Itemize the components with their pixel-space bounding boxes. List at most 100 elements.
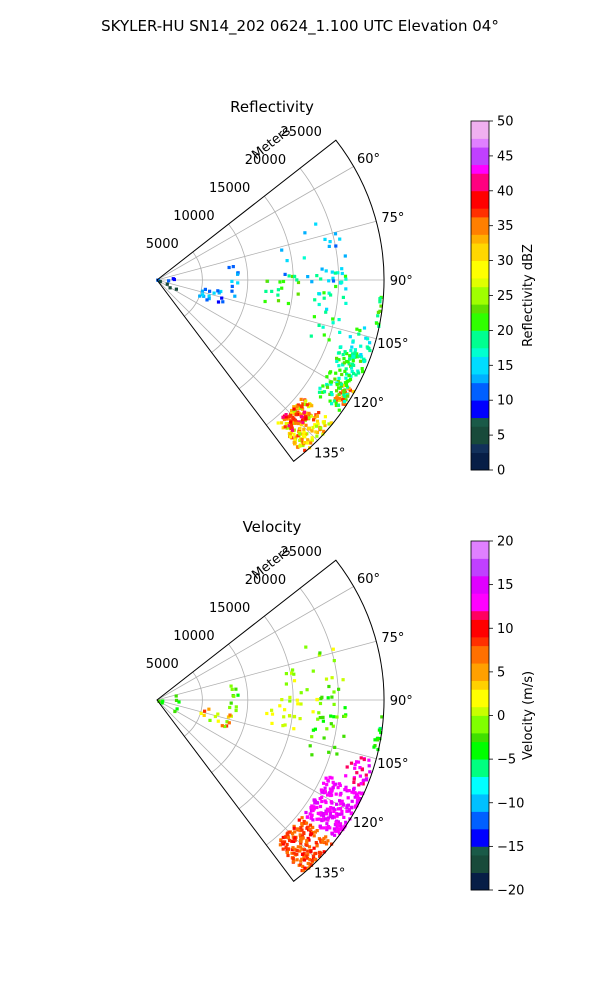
echo-gate bbox=[343, 369, 347, 373]
echo-gate bbox=[354, 373, 358, 377]
echo-gate bbox=[292, 405, 296, 409]
echo-gate bbox=[298, 717, 302, 721]
echo-gate bbox=[338, 330, 342, 334]
echo-gate bbox=[355, 801, 359, 805]
echo-gate bbox=[317, 323, 321, 327]
echo-gate bbox=[296, 403, 300, 407]
echo-gate bbox=[207, 297, 211, 301]
echo-gate bbox=[295, 852, 299, 856]
echo-gate bbox=[338, 822, 343, 826]
echo-gate bbox=[298, 833, 302, 837]
echo-gate bbox=[287, 424, 291, 428]
colorbar-swatch bbox=[471, 426, 489, 436]
colorbar-swatch bbox=[471, 417, 489, 427]
echo-gate bbox=[172, 277, 176, 282]
azimuth-tick-label: 105° bbox=[377, 757, 408, 772]
echo-gate bbox=[309, 815, 314, 819]
echo-gate bbox=[303, 231, 307, 235]
azimuth-tick-label: 135° bbox=[314, 447, 345, 462]
echo-gate bbox=[291, 846, 295, 850]
echo-gate bbox=[290, 408, 294, 413]
echo-gate bbox=[295, 858, 299, 862]
echo-gate bbox=[318, 854, 322, 858]
echo-gate bbox=[304, 399, 308, 403]
echo-gate bbox=[362, 359, 366, 364]
colorbar-swatch bbox=[471, 365, 489, 375]
echo-gate bbox=[357, 791, 362, 795]
echo-gate bbox=[290, 839, 294, 843]
echo-gate bbox=[332, 702, 336, 706]
echo-gate bbox=[337, 398, 341, 402]
echo-gate bbox=[334, 792, 338, 796]
echo-gate bbox=[309, 439, 313, 443]
echo-gate bbox=[296, 412, 300, 416]
echo-gate bbox=[311, 854, 315, 858]
echo-gate bbox=[323, 790, 327, 794]
echo-gate bbox=[301, 443, 305, 448]
colorbar-swatch bbox=[471, 855, 489, 865]
echo-gate bbox=[207, 707, 211, 711]
echo-gate bbox=[281, 835, 285, 840]
echo-gate bbox=[296, 280, 301, 285]
colorbar-swatch bbox=[471, 330, 489, 340]
colorbar-tick-label: −15 bbox=[497, 840, 524, 855]
echo-gate bbox=[276, 288, 280, 292]
echo-gate bbox=[307, 411, 311, 415]
echo-gate bbox=[315, 419, 320, 423]
echo-gate bbox=[284, 682, 288, 686]
echo-gate bbox=[347, 374, 351, 378]
colorbar-swatch bbox=[471, 663, 489, 673]
echo-gate bbox=[329, 421, 333, 425]
echo-gate bbox=[322, 836, 326, 841]
colorbar-tick-label: −5 bbox=[497, 753, 516, 768]
echo-gate bbox=[307, 416, 311, 420]
echo-gate bbox=[213, 714, 217, 719]
echo-gate bbox=[322, 421, 326, 425]
echo-gate bbox=[220, 296, 224, 300]
echo-gate bbox=[310, 438, 314, 442]
colorbar-swatch bbox=[471, 173, 489, 183]
echo-gate bbox=[311, 728, 315, 732]
echo-gate bbox=[343, 274, 348, 278]
echo-gate bbox=[225, 724, 229, 728]
echo-gate bbox=[341, 353, 345, 357]
echo-gate bbox=[332, 690, 336, 694]
echo-gate bbox=[229, 701, 233, 705]
echo-gate bbox=[292, 432, 296, 436]
echo-gate bbox=[315, 414, 319, 418]
range-tick-label: 15000 bbox=[209, 601, 250, 616]
echo-gate bbox=[306, 825, 310, 829]
echo-gate bbox=[311, 710, 315, 714]
echo-gate bbox=[347, 362, 351, 366]
echo-gate bbox=[304, 854, 308, 858]
echo-gate bbox=[366, 346, 370, 350]
echo-gate bbox=[350, 345, 354, 349]
colorbar-swatch bbox=[471, 312, 489, 323]
colorbar-swatch bbox=[471, 452, 489, 462]
echo-gate bbox=[322, 781, 326, 785]
echo-gate bbox=[335, 389, 339, 393]
echo-gate bbox=[361, 370, 365, 374]
echo-gate bbox=[326, 778, 330, 782]
echo-gate bbox=[376, 747, 380, 752]
echo-gate bbox=[299, 423, 303, 427]
echo-gate bbox=[286, 301, 290, 306]
echo-gate bbox=[290, 274, 294, 279]
echo-gate bbox=[289, 435, 293, 439]
echo-gate bbox=[333, 271, 337, 275]
echo-gate bbox=[340, 280, 344, 284]
echo-gate bbox=[317, 411, 321, 415]
echo-gate bbox=[310, 858, 314, 863]
echo-gate bbox=[320, 795, 324, 799]
echo-gate bbox=[349, 366, 354, 370]
echo-gate bbox=[343, 824, 347, 828]
colorbar-swatch bbox=[471, 698, 489, 708]
echo-gate bbox=[300, 828, 304, 832]
echo-gate bbox=[330, 402, 334, 406]
echo-gate bbox=[174, 287, 178, 291]
echo-gate bbox=[337, 318, 341, 322]
echo-gate bbox=[357, 371, 361, 375]
echo-gate bbox=[375, 321, 379, 325]
echo-gate bbox=[292, 727, 296, 731]
echo-gate bbox=[344, 380, 349, 384]
